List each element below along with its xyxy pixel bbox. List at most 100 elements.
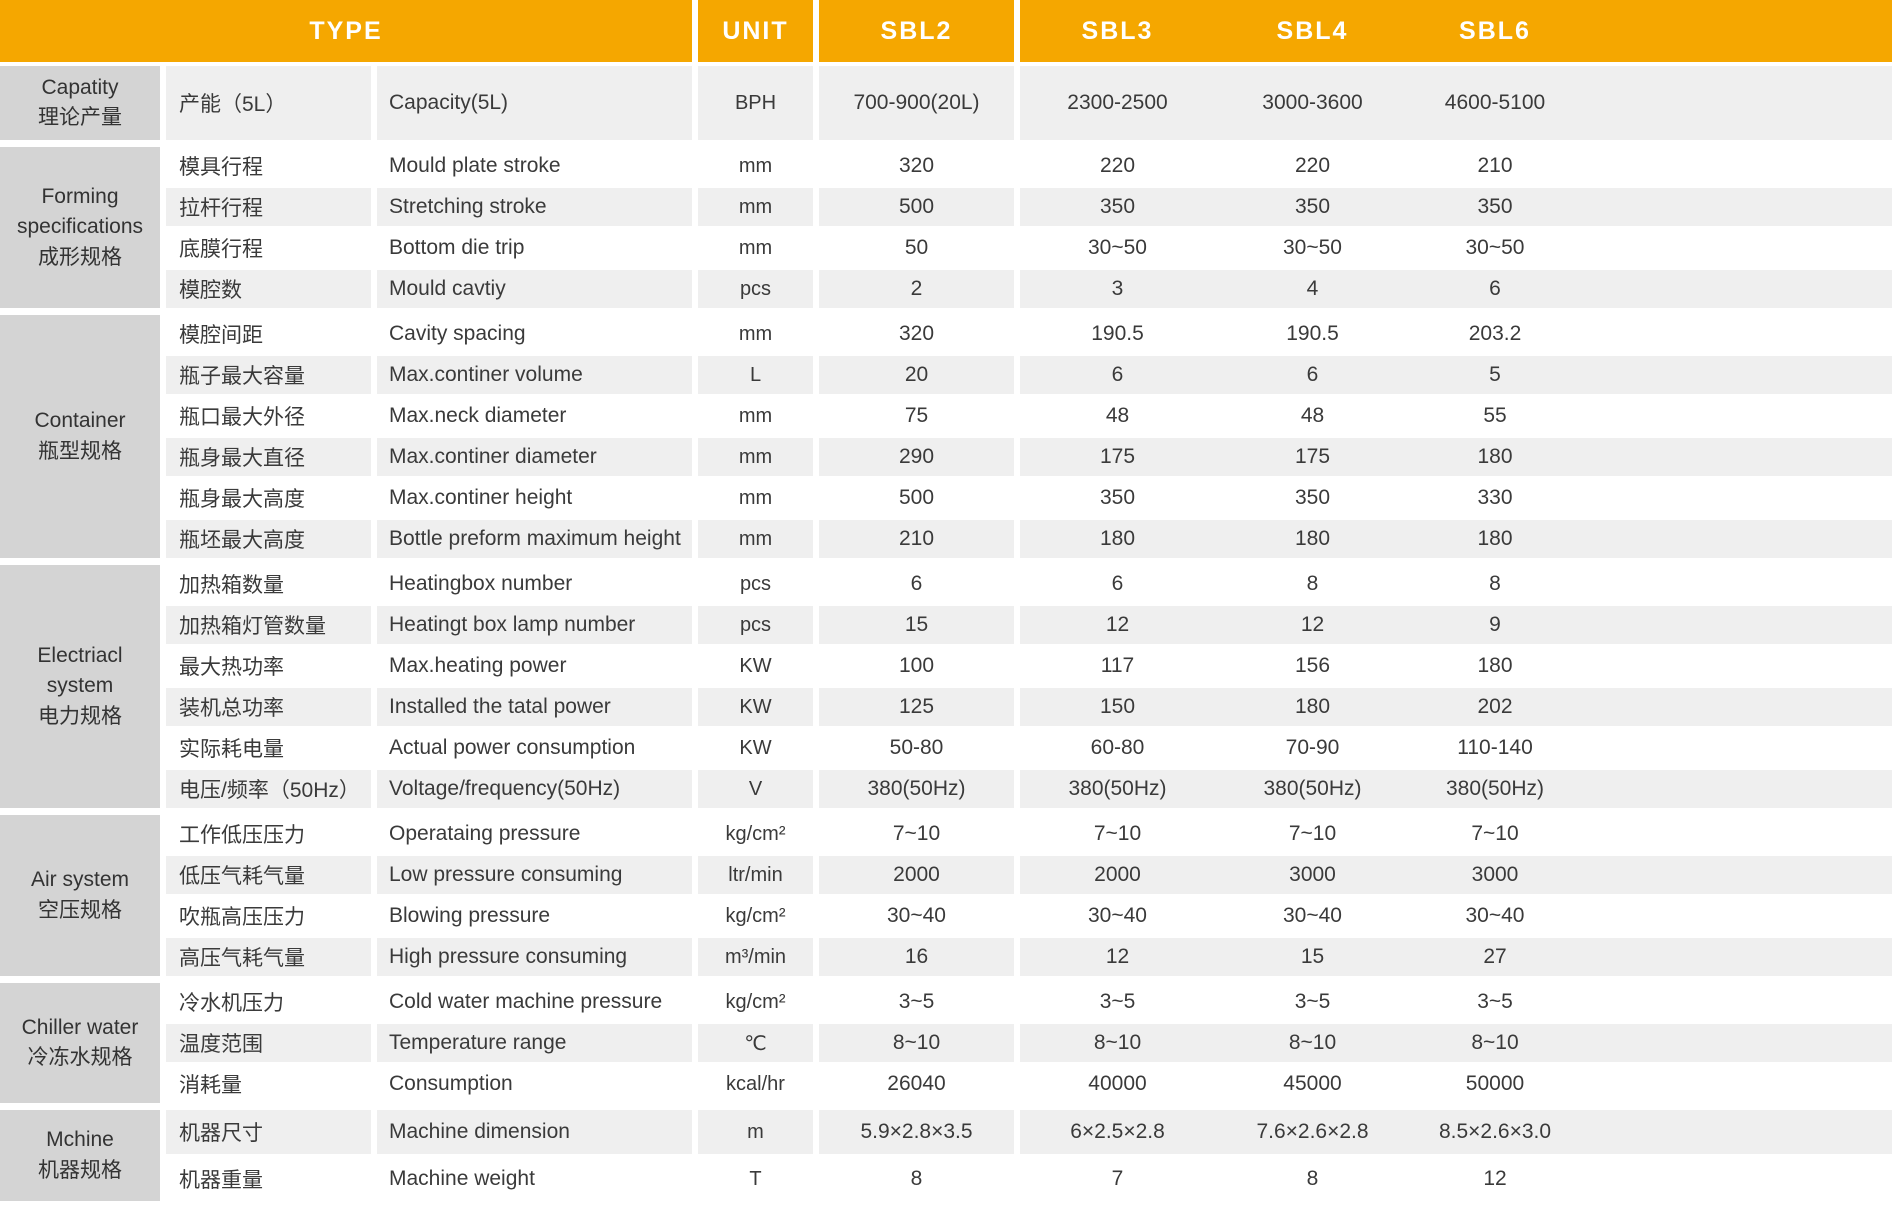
row-filler-cell: [1580, 147, 1892, 185]
group-rows: 产能（5L） Capacity(5L) BPH 700-900(20L) 2300-25…: [166, 66, 1892, 140]
group-rows: 机器尺寸 Machine dimension m 5.9×2.8×3.5 6×2.5×2…: [166, 1110, 1892, 1201]
en-label-cell: Heatingbox number: [377, 565, 692, 603]
spec-row: 吹瓶高压压力 Blowing pressure kg/cm² 30~40 30~40 30…: [166, 897, 1892, 935]
unit-cell: T: [698, 1157, 813, 1201]
value-cell-sbl4: 45000: [1215, 1065, 1410, 1103]
group-label-line: Chiller water: [21, 1015, 139, 1039]
value-cell-sbl4: 48: [1215, 397, 1410, 435]
value-cell-sbl4: 7~10: [1215, 815, 1410, 853]
group-rows: 加热箱数量 Heatingbox number pcs 6 6 8 8 加热箱灯管数量 Heat…: [166, 565, 1892, 808]
unit-cell: pcs: [698, 606, 813, 644]
row-filler-cell: [1580, 479, 1892, 517]
group-label-line: specifications: [16, 215, 144, 239]
spec-row: 冷水机压力 Cold water machine pressure kg/cm² 3~…: [166, 983, 1892, 1021]
value-cell-sbl3: 12: [1020, 606, 1215, 644]
row-filler-cell: [1580, 729, 1892, 767]
value-cell-sbl2: 16: [819, 938, 1014, 976]
unit-cell: mm: [698, 397, 813, 435]
value-cell-sbl6: 350: [1410, 188, 1580, 226]
cn-label-cell: 模腔数: [166, 270, 371, 308]
value-cell-sbl3: 30~50: [1020, 229, 1215, 267]
group-band: Mchine 机器规格 机器尺寸 Machine dimension m 5.9×2.8×…: [0, 1110, 1892, 1201]
value-cell-sbl4: 30~40: [1215, 897, 1410, 935]
cn-label-cell: 机器重量: [166, 1157, 371, 1201]
value-cell-sbl6: 30~50: [1410, 229, 1580, 267]
value-cell-sbl6: 110-140: [1410, 729, 1580, 767]
value-cell-sbl6: 8: [1410, 565, 1580, 603]
value-cell-sbl3: 2000: [1020, 856, 1215, 894]
value-cell-sbl6: 9: [1410, 606, 1580, 644]
value-cell-sbl3: 7~10: [1020, 815, 1215, 853]
value-cell-sbl4: 8~10: [1215, 1024, 1410, 1062]
cn-label-cell: 加热箱灯管数量: [166, 606, 371, 644]
group-band: Container 瓶型规格 模腔间距 Cavity spacing mm 320 190.…: [0, 315, 1892, 558]
en-label-cell: Voltage/frequency(50Hz): [377, 770, 692, 808]
group-band: Electriacl system 电力规格 加热箱数量 Heatingbox numb…: [0, 565, 1892, 808]
value-cell-sbl3: 150: [1020, 688, 1215, 726]
value-cell-sbl3: 48: [1020, 397, 1215, 435]
value-cell-sbl4: 30~50: [1215, 229, 1410, 267]
value-cell-sbl6: 3000: [1410, 856, 1580, 894]
spec-row: 机器重量 Machine weight T 8 7 8 12: [166, 1157, 1892, 1201]
cn-label-cell: 机器尺寸: [166, 1110, 371, 1154]
unit-cell: kg/cm²: [698, 815, 813, 853]
en-label-cell: Max.continer diameter: [377, 438, 692, 476]
unit-cell: BPH: [698, 66, 813, 140]
group-label-line: 瓶型规格: [38, 439, 122, 463]
unit-cell: KW: [698, 647, 813, 685]
value-cell-sbl4: 190.5: [1215, 315, 1410, 353]
en-label-cell: Cavity spacing: [377, 315, 692, 353]
row-filler-cell: [1580, 1024, 1892, 1062]
en-label-cell: Max.neck diameter: [377, 397, 692, 435]
unit-cell: mm: [698, 438, 813, 476]
spec-row: 实际耗电量 Actual power consumption KW 50-80 60-8…: [166, 729, 1892, 767]
value-cell-sbl2: 2000: [819, 856, 1014, 894]
cn-label-cell: 瓶身最大直径: [166, 438, 371, 476]
en-label-cell: Consumption: [377, 1065, 692, 1103]
value-cell-sbl6: 8~10: [1410, 1024, 1580, 1062]
unit-cell: kg/cm²: [698, 983, 813, 1021]
row-filler-cell: [1580, 66, 1892, 140]
value-cell-sbl2: 380(50Hz): [819, 770, 1014, 808]
group-label: Mchine 机器规格: [0, 1110, 160, 1201]
value-cell-sbl2: 6: [819, 565, 1014, 603]
value-cell-sbl2: 100: [819, 647, 1014, 685]
en-label-cell: Max.continer height: [377, 479, 692, 517]
value-cell-sbl3: 12: [1020, 938, 1215, 976]
spec-row: 装机总功率 Installed the tatal power KW 125 150 18…: [166, 688, 1892, 726]
value-cell-sbl2: 500: [819, 479, 1014, 517]
value-cell-sbl4: 156: [1215, 647, 1410, 685]
group-label-line: 电力规格: [38, 704, 122, 728]
unit-cell: pcs: [698, 565, 813, 603]
group-label-line: 空压规格: [38, 898, 122, 922]
value-cell-sbl3: 2300-2500: [1020, 66, 1215, 140]
en-label-cell: Machine dimension: [377, 1110, 692, 1154]
spec-row: 瓶口最大外径 Max.neck diameter mm 75 48 48 55: [166, 397, 1892, 435]
group-label: Chiller water 冷冻水规格: [0, 983, 160, 1103]
row-filler-cell: [1580, 647, 1892, 685]
en-label-cell: Blowing pressure: [377, 897, 692, 935]
unit-cell: kcal/hr: [698, 1065, 813, 1103]
value-cell-sbl4: 220: [1215, 147, 1410, 185]
group-label-line: system: [46, 674, 114, 698]
en-label-cell: Mould plate stroke: [377, 147, 692, 185]
spec-row: 瓶身最大直径 Max.continer diameter mm 290 175 175 18…: [166, 438, 1892, 476]
value-cell-sbl2: 7~10: [819, 815, 1014, 853]
value-cell-sbl6: 4600-5100: [1410, 66, 1580, 140]
group-rows: 模腔间距 Cavity spacing mm 320 190.5 190.5 203.2 瓶子…: [166, 315, 1892, 558]
group-label-line: Air system: [30, 868, 129, 892]
value-cell-sbl4: 8: [1215, 1157, 1410, 1201]
value-cell-sbl2: 320: [819, 147, 1014, 185]
cn-label-cell: 模腔间距: [166, 315, 371, 353]
group-label-line: 机器规格: [38, 1158, 122, 1182]
spec-row: 工作低压压力 Operataing pressure kg/cm² 7~10 7~10 7…: [166, 815, 1892, 853]
spec-row: 温度范围 Temperature range ℃ 8~10 8~10 8~10 8~10: [166, 1024, 1892, 1062]
spec-row: 高压气耗气量 High pressure consuming m³/min 16 12 1…: [166, 938, 1892, 976]
value-cell-sbl4: 3~5: [1215, 983, 1410, 1021]
unit-cell: mm: [698, 315, 813, 353]
en-label-cell: Bottle preform maximum height: [377, 520, 692, 558]
en-label-cell: Temperature range: [377, 1024, 692, 1062]
group-rows: 工作低压压力 Operataing pressure kg/cm² 7~10 7~10 7…: [166, 815, 1892, 976]
cn-label-cell: 产能（5L）: [166, 66, 371, 140]
value-cell-sbl3: 6: [1020, 356, 1215, 394]
